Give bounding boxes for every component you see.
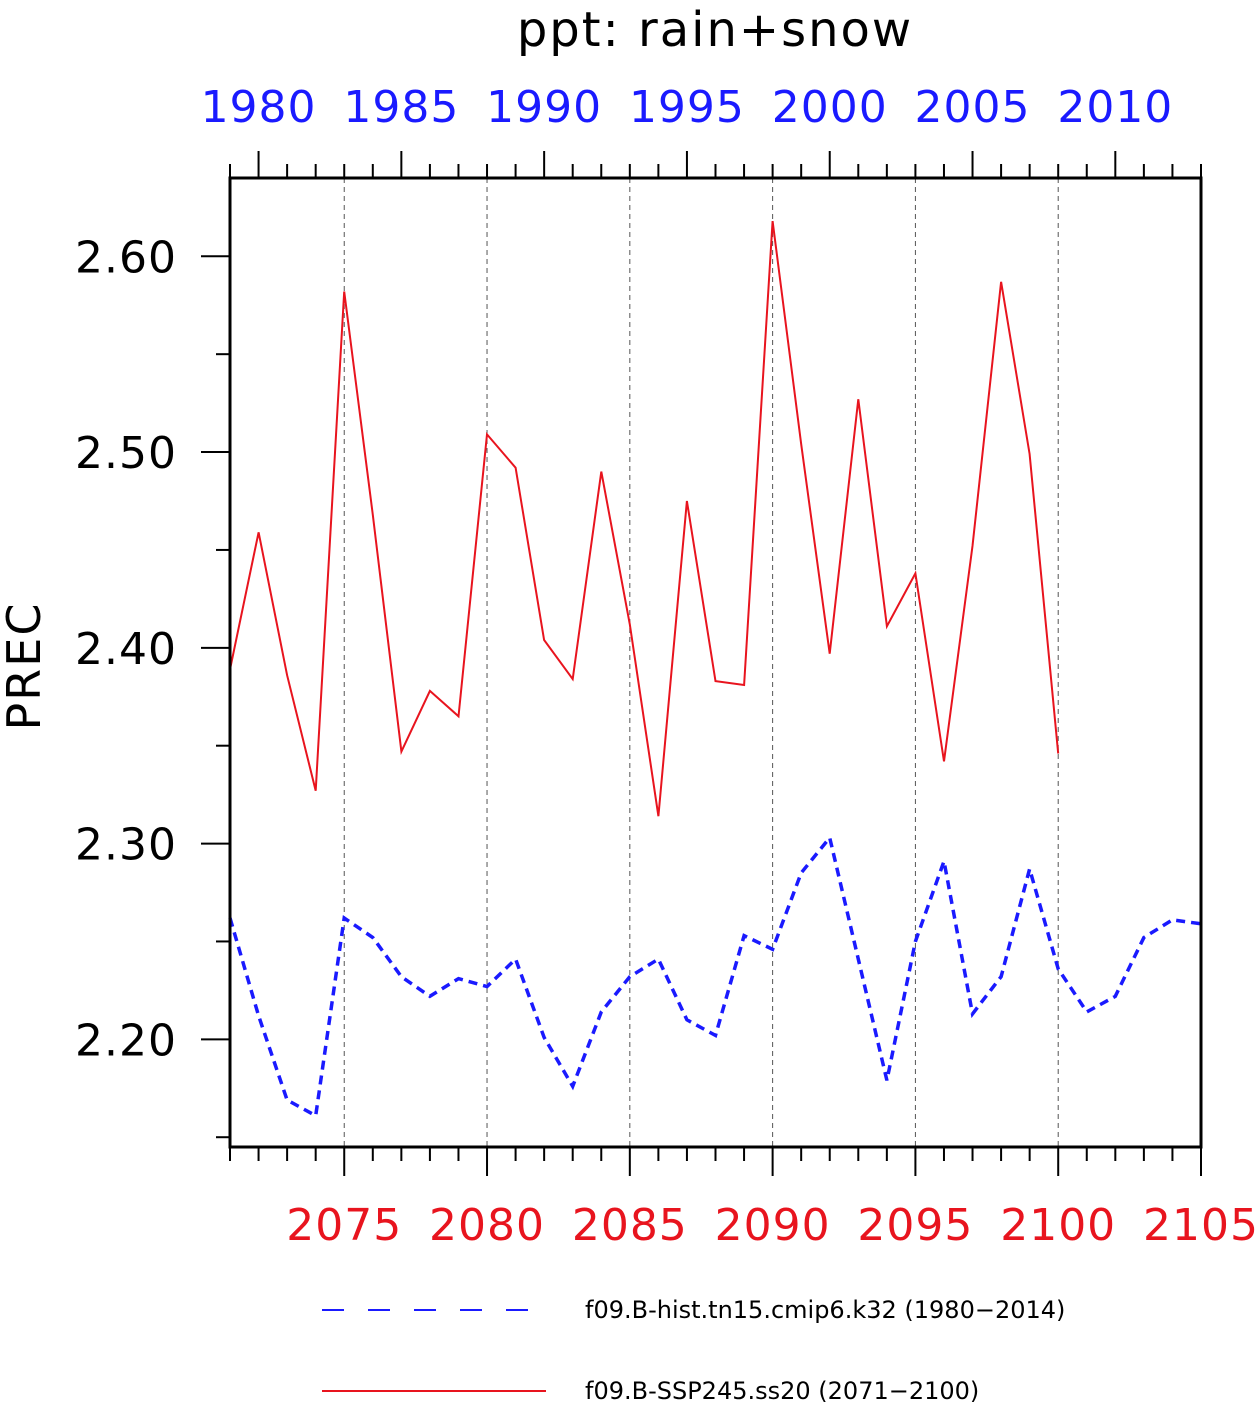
plot-frame [228, 176, 1203, 1149]
bottom-tick-label: 2100 [1000, 1200, 1116, 1251]
y-tick-label: 2.60 [75, 232, 177, 283]
top-tick-label: 1980 [201, 82, 317, 133]
y-tick-label: 2.30 [75, 820, 177, 871]
legend-label: f09.B-SSP245.ss20 (2071−2100) [585, 1377, 979, 1405]
chart-title: ppt: rain+snow [517, 2, 913, 58]
top-tick-label: 1995 [629, 82, 745, 133]
legend: f09.B-hist.tn15.cmip6.k32 (1980−2014) f09… [322, 1296, 1065, 1405]
y-tick-label: 2.50 [75, 428, 177, 479]
y-tick-label: 2.40 [75, 624, 177, 675]
top-tick-label: 2005 [915, 82, 1031, 133]
plot-series [228, 220, 1202, 1119]
bottom-tick-label: 2090 [715, 1200, 831, 1251]
grid-lines [343, 178, 1059, 1147]
top-tick-label: 1985 [343, 82, 459, 133]
y-tick-label: 2.20 [75, 1015, 177, 1066]
legend-entry-2: f09.B-SSP245.ss20 (2071−2100) [322, 1377, 979, 1405]
bottom-tick-label: 2075 [286, 1200, 402, 1251]
legend-entry-1: f09.B-hist.tn15.cmip6.k32 (1980−2014) [322, 1296, 1065, 1324]
top-tick-label: 1990 [486, 82, 602, 133]
axes: 2075 2080 2085 2090 2095 2100 2105 1980 1985 1990… [75, 82, 1259, 1251]
bottom-tick-label: 2085 [572, 1200, 688, 1251]
y-axis-label: PREC [0, 602, 51, 731]
top-tick-label: 2000 [772, 82, 888, 133]
series-line-2 [229, 220, 1060, 817]
bottom-tick-label: 2080 [429, 1200, 545, 1251]
series-line-1 [228, 833, 1202, 1119]
top-tick-label: 2010 [1057, 82, 1173, 133]
bottom-tick-label: 2105 [1143, 1200, 1259, 1251]
bottom-tick-label: 2095 [857, 1200, 973, 1251]
legend-label: f09.B-hist.tn15.cmip6.k32 (1980−2014) [585, 1296, 1065, 1324]
